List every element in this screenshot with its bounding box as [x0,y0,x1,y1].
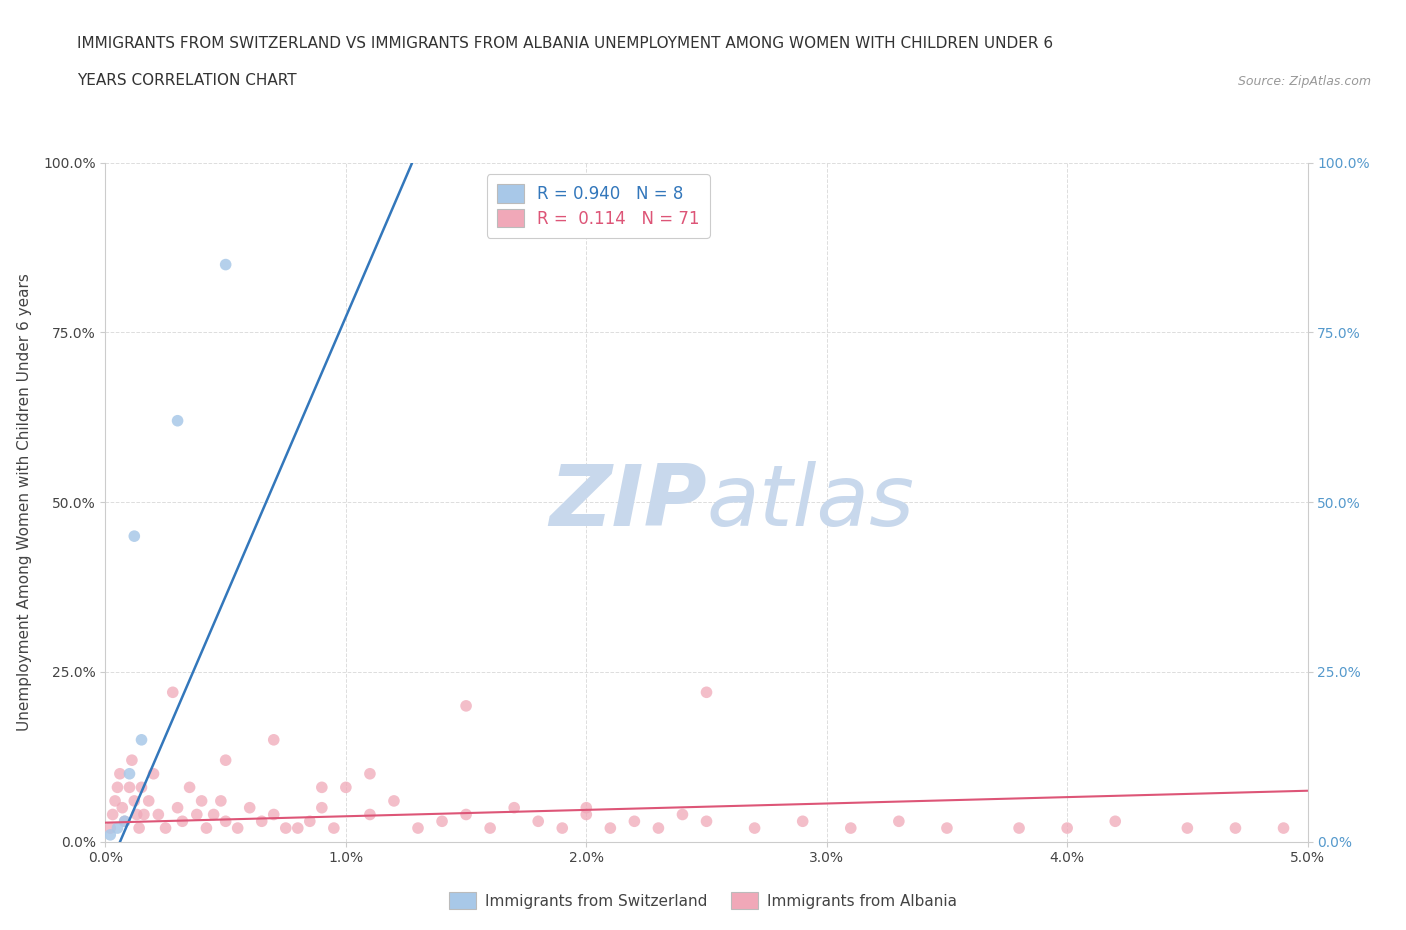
Point [155,820,177,835]
Point [311,800,333,815]
Text: YEARS CORRELATION CHART: YEARS CORRELATION CHART [77,73,297,88]
Point [1104,814,1126,829]
Point [359,766,381,781]
Point [335,780,357,795]
Point [936,820,959,835]
Point [148,807,170,822]
Point [98,820,121,835]
Point [1008,820,1031,835]
Point [131,733,153,748]
Legend: R = 0.940   N = 8, R =  0.114   N = 71: R = 0.940 N = 8, R = 0.114 N = 71 [486,175,710,238]
Point [1175,820,1198,835]
Point [107,820,129,835]
Point [118,780,141,795]
Point [250,814,273,829]
Text: ZIP: ZIP [548,460,707,544]
Point [274,820,297,835]
Point [359,807,381,822]
Point [744,820,766,835]
Legend: Immigrants from Switzerland, Immigrants from Albania: Immigrants from Switzerland, Immigrants … [443,886,963,915]
Point [104,793,127,808]
Point [406,820,429,835]
Point [179,780,201,795]
Point [186,807,208,822]
Point [132,807,155,822]
Point [696,684,718,699]
Point [166,413,188,428]
Point [131,780,153,795]
Point [138,793,160,808]
Text: Source: ZipAtlas.com: Source: ZipAtlas.com [1237,75,1371,88]
Point [1272,820,1295,835]
Point [214,258,236,272]
Point [263,733,285,748]
Point [195,820,218,835]
Point [124,793,146,808]
Point [209,793,232,808]
Point [226,820,249,835]
Point [114,814,136,829]
Point [454,698,477,713]
Point [98,828,121,843]
Point [121,752,143,767]
Point [430,814,453,829]
Point [107,780,129,795]
Point [108,766,131,781]
Point [111,800,134,815]
Point [287,820,309,835]
Point [214,752,236,767]
Point [479,820,502,835]
Point [792,814,814,829]
Point [162,684,184,699]
Point [1225,820,1247,835]
Text: IMMIGRANTS FROM SWITZERLAND VS IMMIGRANTS FROM ALBANIA UNEMPLOYMENT AMONG WOMEN : IMMIGRANTS FROM SWITZERLAND VS IMMIGRANT… [77,36,1053,51]
Point [647,820,669,835]
Point [696,814,718,829]
Point [839,820,862,835]
Point [124,528,146,543]
Point [671,807,693,822]
Point [1056,820,1078,835]
Point [551,820,574,835]
Point [202,807,225,822]
Point [454,807,477,822]
Point [503,800,526,815]
Point [575,800,598,815]
Point [311,780,333,795]
Point [166,800,188,815]
Point [125,807,148,822]
Point [322,820,344,835]
Point [382,793,405,808]
Point [239,800,262,815]
Point [114,814,136,829]
Point [298,814,321,829]
Point [527,814,550,829]
Point [128,820,150,835]
Point [575,807,598,822]
Point [118,766,141,781]
Point [172,814,194,829]
Point [142,766,165,781]
Point [101,807,124,822]
Point [263,807,285,822]
Y-axis label: Unemployment Among Women with Children Under 6 years: Unemployment Among Women with Children U… [17,273,32,731]
Point [887,814,910,829]
Point [190,793,212,808]
Point [214,814,236,829]
Text: atlas: atlas [707,460,914,544]
Point [599,820,621,835]
Point [623,814,645,829]
